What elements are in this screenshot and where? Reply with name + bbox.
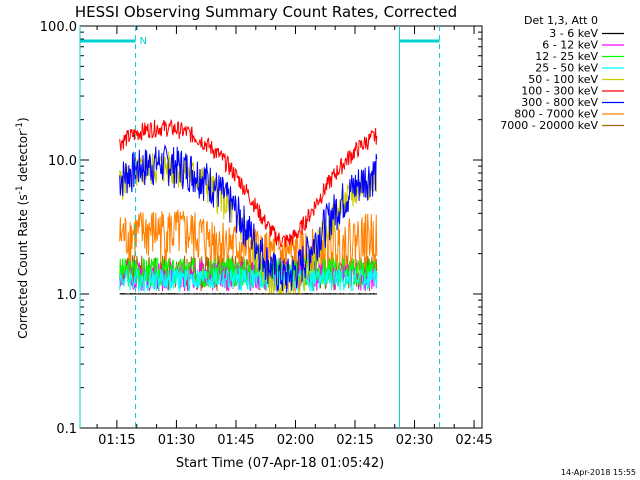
legend-label: 6 - 12 keV	[542, 39, 598, 52]
x-tick-label: 01:30	[158, 433, 195, 448]
legend-label: 25 - 50 keV	[535, 62, 598, 75]
plot-frame	[79, 25, 483, 429]
legend-item: 800 - 7000 keV	[514, 108, 624, 121]
series-line	[119, 118, 378, 248]
chart-title: HESSI Observing Summary Count Rates, Cor…	[75, 3, 457, 21]
legend-item: 300 - 800 keV	[521, 96, 624, 109]
x-tick-label: 02:45	[455, 433, 492, 448]
legend-label: 300 - 800 keV	[521, 96, 598, 109]
legend-label: 3 - 6 keV	[549, 27, 598, 40]
y-axis-label-main: Corrected Count Rate (s	[16, 194, 30, 338]
y-tick-label: 0.1	[56, 422, 77, 437]
x-tick-label: 02:00	[277, 433, 314, 448]
x-tick-label: 02:15	[336, 433, 373, 448]
legend-item: 100 - 300 keV	[521, 85, 624, 98]
y-axis-label-exp1: -1	[15, 185, 25, 194]
y-axis-label: Corrected Count Rate (s-1 detector-1)	[15, 117, 30, 338]
plot-timestamp: 14-Apr-2018 15:55	[561, 468, 636, 477]
legend-item: 12 - 25 keV	[535, 50, 624, 63]
legend-header: Det 1,3, Att 0	[524, 14, 598, 27]
x-tick-label: 01:45	[217, 433, 254, 448]
y-tick-label: 100.0	[40, 20, 77, 35]
legend-label: 50 - 100 keV	[528, 73, 598, 86]
y-tick-label: 1.0	[56, 288, 77, 303]
y-axis-label-exp2: -1	[15, 122, 25, 131]
legend-label: 12 - 25 keV	[535, 50, 598, 63]
series-line	[119, 144, 378, 293]
y-axis-label-mid: detector	[16, 131, 30, 186]
y-tick-label: 10.0	[48, 154, 77, 169]
legend-item: 3 - 6 keV	[549, 27, 624, 40]
legend-label: 7000 - 20000 keV	[500, 119, 598, 132]
legend-label: 100 - 300 keV	[521, 85, 598, 98]
plot-area: 100.0 10.0 1.0 0.1 01:15 01:30 01:45 02:00 02:15…	[40, 20, 493, 448]
legend-item: 50 - 100 keV	[528, 73, 624, 86]
legend-item: 6 - 12 keV	[542, 39, 624, 52]
legend-label: 800 - 7000 keV	[514, 108, 598, 121]
series-line	[119, 267, 378, 293]
svg-text:Corrected Count Rate (s-1 dete: Corrected Count Rate (s-1 detector-1)	[15, 117, 30, 338]
x-tick-label: 02:30	[396, 433, 433, 448]
legend-item: 25 - 50 keV	[535, 62, 624, 75]
x-axis-label: Start Time (07-Apr-18 01:05:42)	[176, 456, 384, 471]
night-flag-label: N	[140, 36, 147, 47]
legend-item: 7000 - 20000 keV	[500, 119, 624, 132]
y-axis-label-end: )	[16, 117, 30, 122]
x-tick-label: 01:15	[98, 433, 135, 448]
